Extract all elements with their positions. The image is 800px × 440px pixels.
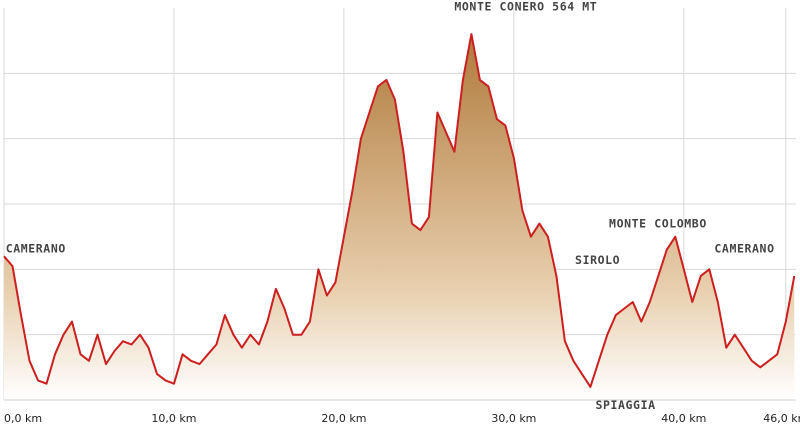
annotation-label: MONTE CONERO 564 MT	[454, 0, 597, 14]
annotation-label: CAMERANO	[714, 241, 774, 255]
x-tick-label: 0,0 km	[4, 412, 42, 425]
annotation-label: SIROLO	[575, 253, 620, 267]
x-axis-ticks: 0,0 km 10,0 km 20,0 km 30,0 km 40,0 km 46,0 k…	[4, 412, 800, 425]
x-tick-label: 30,0 km	[491, 412, 536, 425]
x-tick-label: 20,0 km	[321, 412, 366, 425]
annotation-label: MONTE COLOMBO	[609, 217, 707, 231]
annotations: CAMERANO MONTE CONERO 564 MT SIROLO SPIAGGI…	[6, 0, 774, 412]
elevation-area	[4, 34, 795, 400]
elevation-line	[3, 33, 796, 388]
x-tick-label: 46,0 km	[763, 412, 800, 425]
annotation-label: CAMERANO	[6, 241, 66, 255]
annotation-label: SPIAGGIA	[595, 398, 655, 412]
x-tick-label: 40,0 km	[661, 412, 706, 425]
x-tick-label: 10,0 km	[151, 412, 196, 425]
